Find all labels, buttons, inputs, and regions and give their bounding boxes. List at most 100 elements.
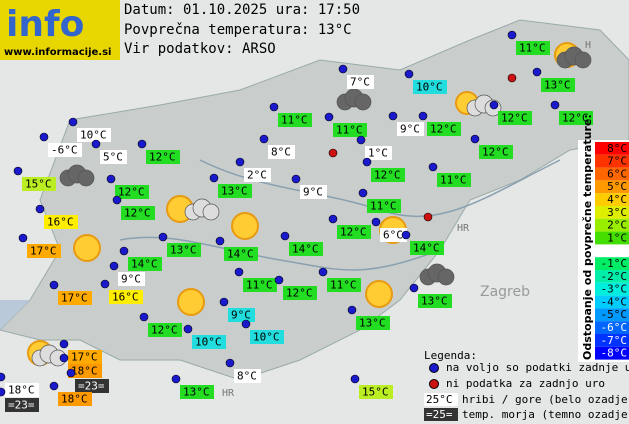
station-label-bg xyxy=(27,244,61,258)
station-dot xyxy=(470,134,480,144)
station-dot xyxy=(241,319,251,329)
station-dot xyxy=(324,112,334,122)
station-label-bg xyxy=(180,385,214,399)
station-label-bg xyxy=(410,241,444,255)
station-label: 11°C xyxy=(330,279,357,292)
scale-label: -1°C xyxy=(601,257,628,270)
cloud-icon xyxy=(202,203,220,221)
sun-icon xyxy=(365,280,393,308)
scale-step xyxy=(595,308,629,322)
station-label-bg xyxy=(228,308,255,322)
station-label: 11°C xyxy=(440,174,467,187)
station-label: 16°C xyxy=(112,291,139,304)
station-label: 12°C xyxy=(118,186,145,199)
map-label: HR xyxy=(222,388,235,399)
station-label: 12°C xyxy=(562,112,589,125)
map-label: HR xyxy=(457,223,470,234)
station-dot xyxy=(338,64,348,74)
scale-step xyxy=(595,193,629,206)
station-label-bg xyxy=(115,185,149,199)
station-label: 18°C xyxy=(8,384,35,397)
station-label-bg xyxy=(300,185,327,199)
station-label-bg xyxy=(365,146,392,160)
station-label-bg xyxy=(541,78,575,92)
station-label: 13°C xyxy=(544,79,571,92)
station-label: 14°C xyxy=(227,248,254,261)
scale-label: 6°C xyxy=(607,167,627,180)
station-dot xyxy=(0,372,6,382)
scale-step xyxy=(595,334,629,347)
scale-label: -6°C xyxy=(601,321,628,334)
station-label: 9°C xyxy=(121,273,141,286)
station-dot xyxy=(18,233,28,243)
scale-label: 2°C xyxy=(607,219,627,232)
station-label-bg xyxy=(58,392,92,406)
scale-step xyxy=(595,142,629,155)
legend-dot xyxy=(429,363,439,373)
station-dot xyxy=(347,305,357,315)
station-label: 14°C xyxy=(413,242,440,255)
station-label: 2°C xyxy=(247,169,267,182)
scale-step xyxy=(595,231,629,245)
missing-dot xyxy=(423,212,433,222)
station-label-bg xyxy=(243,278,277,292)
station-label-bg xyxy=(268,145,295,159)
station-label: 11°C xyxy=(246,279,273,292)
cloud-icon xyxy=(574,51,592,69)
station-label-bg xyxy=(68,364,102,378)
station-label-bg xyxy=(5,398,39,412)
header-line: Datum: 01.10.2025 ura: 17:50 xyxy=(124,2,360,18)
station-label: 8°C xyxy=(237,370,257,383)
scale-label: -5°C xyxy=(601,308,628,321)
legend-dot xyxy=(429,379,439,389)
scale-step xyxy=(595,180,629,194)
sun-icon xyxy=(231,212,259,240)
scale-label: 1°C xyxy=(607,231,627,244)
station-label-bg xyxy=(58,291,92,305)
station-dot xyxy=(49,381,59,391)
station-dot xyxy=(137,139,147,149)
station-dot xyxy=(39,132,49,142)
station-label-bg xyxy=(337,225,371,239)
station-label-bg xyxy=(278,113,312,127)
station-dot xyxy=(100,279,110,289)
station-dot xyxy=(158,232,168,242)
station-label: 5°C xyxy=(103,151,123,164)
station-dot xyxy=(388,111,398,121)
station-label-bg xyxy=(356,316,390,330)
station-label: 10°C xyxy=(416,81,443,94)
scale-label: 7°C xyxy=(607,155,627,168)
station-label-bg xyxy=(371,168,405,182)
station-label: 14°C xyxy=(292,243,319,256)
station-label-bg xyxy=(148,323,182,337)
station-dot xyxy=(91,139,101,149)
station-label-bg xyxy=(109,290,143,304)
station-dot xyxy=(209,173,219,183)
station-label: 18°C xyxy=(61,393,88,406)
station-label: 1°C xyxy=(368,147,388,160)
scale-step xyxy=(595,282,629,296)
station-label-bg xyxy=(44,215,78,229)
station-label: 13°C xyxy=(183,386,210,399)
station-label-bg xyxy=(283,286,317,300)
station-label: 11°C xyxy=(281,114,308,127)
station-dot xyxy=(318,267,328,277)
station-dot xyxy=(356,135,366,145)
station-label-bg xyxy=(333,123,367,137)
scale-step xyxy=(595,206,629,219)
station-dot xyxy=(550,100,560,110)
station-label: -6°C xyxy=(51,144,78,157)
station-dot xyxy=(269,102,279,112)
station-label: 13°C xyxy=(359,317,386,330)
station-label: 17°C xyxy=(71,351,98,364)
station-dot xyxy=(13,166,23,176)
station-dot xyxy=(35,204,45,214)
scale-step xyxy=(595,167,629,181)
station-label: 13°C xyxy=(170,244,197,257)
scale-label: -7°C xyxy=(601,334,628,347)
station-dot xyxy=(119,246,129,256)
station-label: 9°C xyxy=(231,309,251,322)
scale-step xyxy=(595,270,629,283)
